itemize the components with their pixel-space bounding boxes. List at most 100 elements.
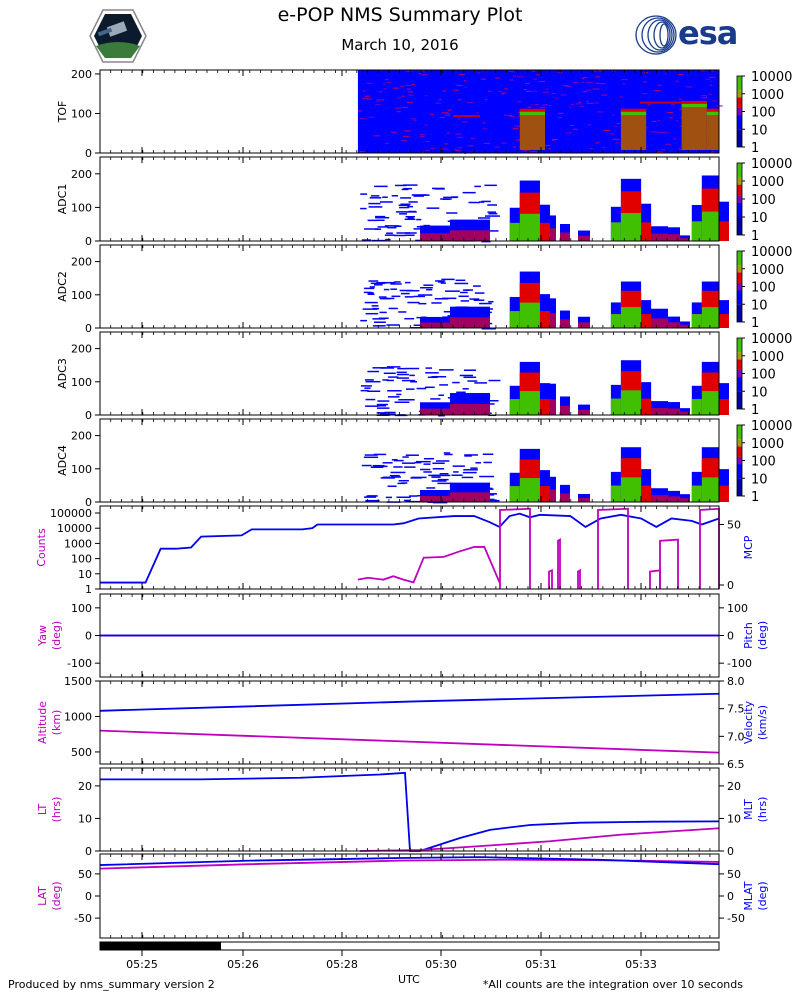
- tof-noise: [569, 124, 575, 126]
- adc-dash: [383, 372, 396, 375]
- adc-dash: [399, 213, 408, 215]
- tof-noise: [532, 90, 537, 92]
- adc-dash: [390, 471, 406, 474]
- tof-noise: [548, 104, 552, 106]
- adc-main-green-0: [519, 213, 540, 241]
- adc-dash: [481, 327, 496, 330]
- colorbar-segment: [737, 464, 742, 479]
- adc-dash: [452, 465, 465, 467]
- adc-dash: [416, 218, 422, 221]
- tof-noise: [600, 83, 606, 85]
- adc-dash: [382, 462, 393, 464]
- y-tick-label: 20: [78, 780, 92, 793]
- tof-noise: [586, 82, 593, 84]
- adc-dash: [423, 471, 432, 473]
- adc-dash: [404, 466, 416, 468]
- tof-noise: [501, 92, 507, 94]
- adc-dash: [373, 453, 387, 456]
- tof-noise: [542, 91, 550, 93]
- tof-noise: [456, 149, 461, 151]
- adc-shoulder-core: [719, 485, 729, 502]
- tof-noise: [442, 90, 447, 92]
- ylabel-right-unit-9: (deg): [756, 881, 769, 910]
- colorbar-tick-label: 1: [751, 141, 759, 156]
- counts-spike-0: [499, 507, 531, 589]
- adc-block-core: [560, 319, 570, 328]
- ylabel-left-6: Yaw: [36, 625, 49, 647]
- colorbar-tick-label: 1: [751, 403, 759, 418]
- adc-block-core: [545, 489, 556, 502]
- adc-dash: [398, 311, 407, 313]
- tof-noise: [364, 95, 370, 97]
- tof-noise: [400, 85, 405, 87]
- adc-shoulder-core: [641, 222, 652, 241]
- tof-noise: [419, 136, 425, 138]
- tof-noise: [419, 133, 426, 135]
- tof-noise: [612, 114, 615, 116]
- x-tick-label: 05:28: [326, 958, 358, 971]
- tof-noise: [398, 97, 402, 99]
- colorbar-segment: [737, 352, 742, 360]
- adc-dash: [369, 286, 375, 288]
- tof-noise: [566, 85, 572, 87]
- tof-noise: [517, 115, 520, 117]
- adc-dash: [378, 296, 387, 298]
- ylabel-right-unit-7: (km/s): [756, 705, 769, 740]
- adc-dash: [431, 302, 442, 304]
- adc-dash: [451, 196, 459, 198]
- tof-noise: [709, 93, 712, 95]
- tof-noise: [578, 101, 581, 103]
- colorbar-segment: [737, 359, 742, 370]
- adc-dash: [427, 376, 438, 379]
- y-tick-label: 10: [78, 568, 92, 581]
- adc-dash: [479, 302, 492, 305]
- tof-noise: [659, 132, 665, 134]
- adc-dash: [435, 280, 446, 282]
- adc-dash: [380, 477, 395, 479]
- y-tick-label-right: 20: [727, 780, 741, 793]
- counts-spike-1: [548, 569, 553, 589]
- tof-noise: [512, 146, 516, 148]
- y-tick-label-right: 100: [727, 602, 748, 615]
- adc-dash: [384, 411, 396, 414]
- adc-block-core: [668, 496, 680, 502]
- tof-noise: [534, 104, 539, 106]
- tof-noise: [357, 110, 363, 112]
- tof-noise: [392, 87, 399, 89]
- colorbar-tick-label: 10000: [751, 157, 792, 172]
- y-tick-label: 500: [71, 746, 92, 759]
- tof-noise: [669, 117, 673, 119]
- tof-noise: [558, 117, 562, 119]
- colorbar-segment: [737, 290, 742, 305]
- adc-main-green-1: [620, 213, 642, 241]
- adc-shoulder-core: [610, 314, 621, 328]
- tof-noise: [709, 76, 716, 78]
- y-tick-label: 1500: [64, 675, 92, 688]
- colorbar-4: [736, 424, 745, 497]
- tof-noise: [368, 116, 375, 118]
- adc-dash: [431, 375, 447, 378]
- tof-noise: [381, 99, 385, 101]
- adc-dash: [488, 212, 498, 215]
- colorbar-segment: [737, 369, 742, 378]
- colorbar-tick-label: 10000: [751, 245, 792, 260]
- adc-dash: [453, 471, 459, 473]
- adc3-ylabel: ADC3: [56, 358, 69, 389]
- adc-dash: [486, 230, 499, 232]
- adc-dash: [363, 291, 372, 294]
- tof-noise: [650, 131, 657, 133]
- adc-dash: [364, 301, 378, 304]
- tof-noise: [383, 83, 386, 85]
- adc-dash: [413, 295, 425, 298]
- adc-dash: [368, 202, 381, 205]
- adc-dash: [394, 281, 401, 283]
- tof-noise: [376, 100, 381, 102]
- adc-dash: [360, 207, 367, 210]
- ylabel-right-7: Velocity: [742, 700, 755, 744]
- adc-dash: [431, 187, 445, 190]
- tof-noise: [664, 143, 672, 145]
- panel-frame-0: [99, 69, 720, 154]
- adc-dash: [388, 376, 399, 378]
- adc-dash: [387, 226, 397, 229]
- adc-dash: [393, 459, 404, 462]
